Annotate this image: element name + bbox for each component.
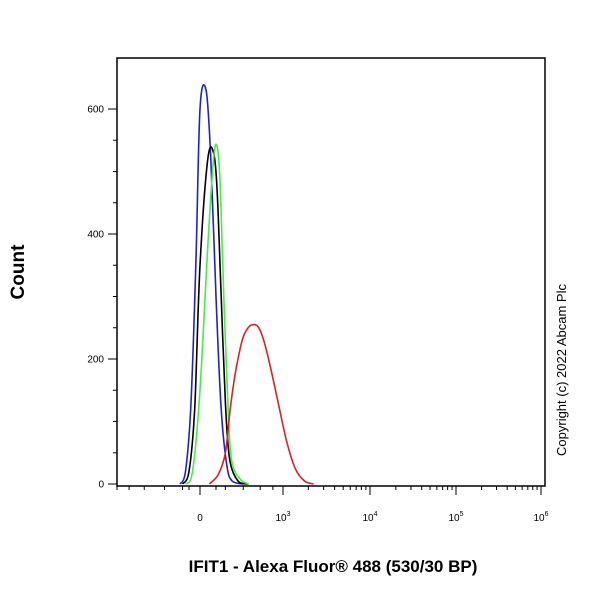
histogram-line-1 xyxy=(179,84,244,485)
histogram-series xyxy=(179,84,314,485)
y-axis-label: Count xyxy=(8,244,29,300)
y-tick-label: 200 xyxy=(87,355,104,366)
x-tick-label: 104 xyxy=(362,511,377,524)
x-axis: 0 103 104 105 106 xyxy=(116,486,549,524)
x-tick-label: 103 xyxy=(275,511,290,524)
y-axis: 0 200 400 600 xyxy=(87,105,117,491)
y-tick-label: 400 xyxy=(87,230,104,241)
y-tick-label: 600 xyxy=(87,105,104,116)
x-tick-label: 106 xyxy=(533,511,548,524)
y-tick-label: 0 xyxy=(98,480,104,491)
x-tick-label: 0 xyxy=(197,513,203,524)
histogram-line-2 xyxy=(181,146,249,485)
histogram-line-4 xyxy=(208,323,314,485)
plot-frame xyxy=(116,57,546,487)
x-tick-label: 105 xyxy=(448,511,463,524)
x-axis-label: IFIT1 - Alexa Fluor® 488 (530/30 BP) xyxy=(189,557,478,576)
copyright-annotation: Copyright (c) 2022 Abcam Plc xyxy=(554,284,569,456)
histogram-line-3 xyxy=(184,143,250,485)
